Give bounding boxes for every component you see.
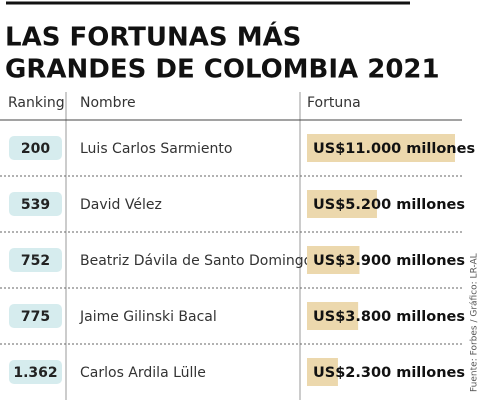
- rank-pill: [9, 360, 62, 384]
- rank-pill: [9, 304, 62, 328]
- name: Carlos Ardila Lülle: [80, 365, 206, 381]
- value-label: US$11.000 millones: [313, 141, 475, 157]
- rank: 539: [21, 197, 50, 213]
- bar: [307, 358, 338, 386]
- rank-pill: [9, 248, 62, 272]
- value-label: US$2.300 millones: [313, 365, 465, 381]
- rank-pill: [9, 192, 62, 216]
- column-header: Ranking: [8, 95, 65, 111]
- value-label: US$3.900 millones: [313, 253, 465, 269]
- name: Jaime Gilinski Bacal: [79, 309, 217, 325]
- rank: 1.362: [13, 365, 57, 381]
- column-header: Fortuna: [307, 95, 361, 111]
- rank: 200: [21, 141, 50, 157]
- rank: 775: [21, 309, 50, 325]
- value-label: US$3.800 millones: [313, 309, 465, 325]
- bar: [307, 134, 455, 162]
- name: Beatriz Dávila de Santo Domingo: [80, 253, 312, 269]
- source: Fuente: Forbes / Gráfico: LR-AL: [470, 253, 480, 392]
- bar: [307, 246, 360, 274]
- title-line: GRANDES DE COLOMBIA 2021: [5, 55, 440, 85]
- rank: 752: [21, 253, 50, 269]
- name: David Vélez: [80, 197, 162, 213]
- column-header: Nombre: [80, 95, 136, 111]
- name: Luis Carlos Sarmiento: [80, 141, 232, 157]
- rank-pill: [9, 136, 62, 160]
- bar: [307, 302, 359, 330]
- value-label: US$5.200 millones: [313, 197, 465, 213]
- title-line: LAS FORTUNAS MÁS: [5, 21, 301, 53]
- bar: [307, 190, 377, 218]
